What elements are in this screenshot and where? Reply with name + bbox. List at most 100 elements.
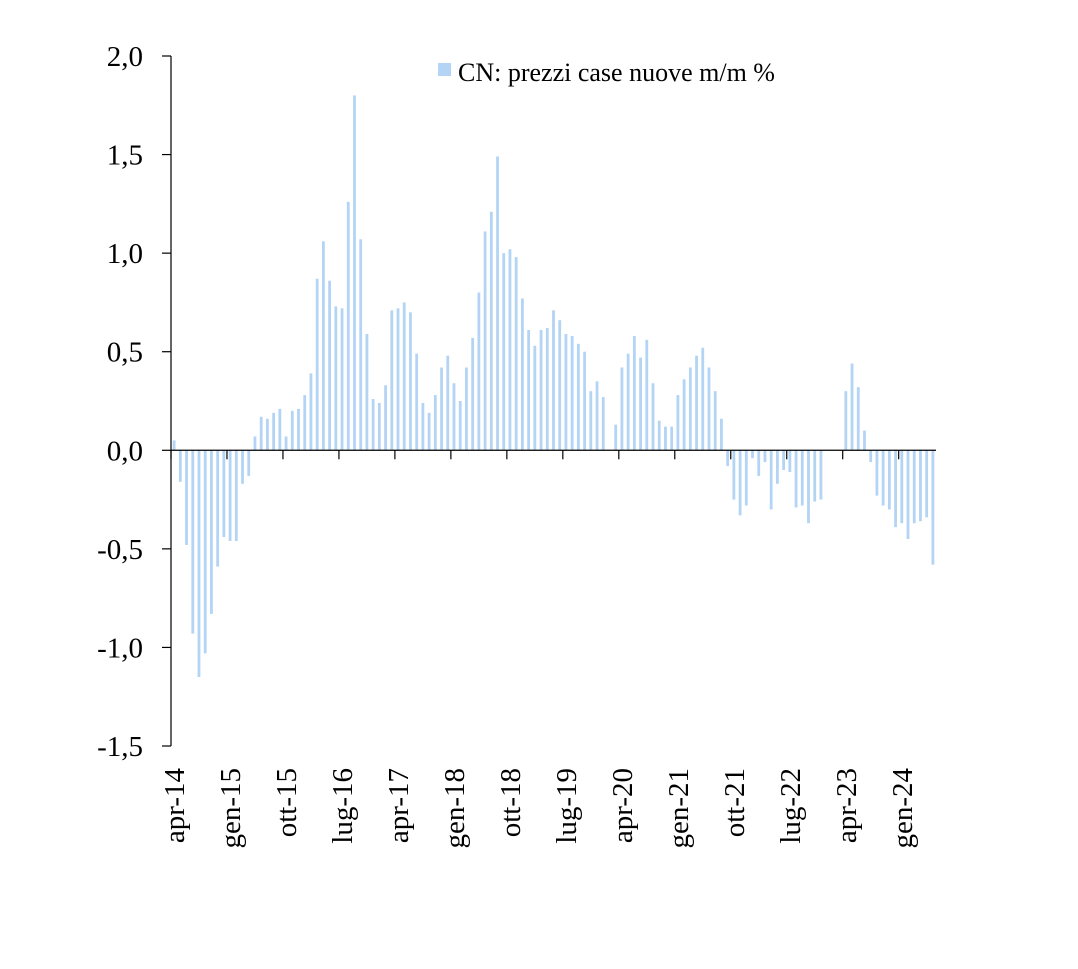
bar <box>589 391 593 451</box>
bar <box>570 335 574 451</box>
x-tick-label: apr-23 <box>831 768 863 843</box>
y-tick-label: -1,5 <box>97 731 143 763</box>
bar <box>222 450 226 538</box>
bar <box>502 253 506 451</box>
bar <box>483 231 487 451</box>
bar <box>776 450 779 484</box>
bar <box>819 450 823 500</box>
bar <box>713 391 717 451</box>
bar <box>508 249 512 451</box>
bar <box>744 450 748 506</box>
bar <box>931 450 935 565</box>
bar <box>887 450 891 510</box>
bar <box>645 339 649 451</box>
bar <box>489 211 493 451</box>
bar <box>228 450 232 541</box>
bar <box>328 280 331 451</box>
bar <box>769 450 773 510</box>
x-tick-label: lug-19 <box>551 768 583 844</box>
bar <box>875 450 879 496</box>
x-tick-label: lug-16 <box>327 768 359 844</box>
bar <box>346 201 350 451</box>
bar <box>272 412 276 451</box>
bar <box>390 310 394 451</box>
y-tick-label: -1,0 <box>97 632 143 664</box>
bar <box>496 156 499 451</box>
bar <box>552 310 555 451</box>
bar <box>614 424 618 451</box>
bar <box>284 436 288 451</box>
bar <box>651 383 655 451</box>
bar <box>856 387 860 451</box>
x-tick-label: lug-22 <box>775 768 807 844</box>
bar <box>278 408 282 451</box>
bar <box>321 241 325 451</box>
bar <box>564 333 568 451</box>
x-tick-label: gen-21 <box>663 768 695 849</box>
x-tick-label: gen-15 <box>215 768 247 849</box>
bar <box>863 430 866 451</box>
bar <box>191 450 195 634</box>
bar <box>421 402 425 451</box>
bar <box>620 367 624 451</box>
x-tick-label: apr-14 <box>159 768 191 844</box>
bar <box>583 351 586 451</box>
bar <box>172 440 176 451</box>
bar <box>682 379 686 451</box>
bar <box>657 420 661 451</box>
y-tick-label: 1,0 <box>107 238 143 270</box>
bar <box>415 353 419 451</box>
legend-label: CN: prezzi case nuove m/m % <box>458 58 775 87</box>
bar <box>595 381 599 451</box>
bar <box>925 450 929 518</box>
bar <box>353 95 356 451</box>
legend: CN: prezzi case nuove m/m % <box>438 58 775 87</box>
bar <box>676 395 680 451</box>
y-tick-label: 2,0 <box>107 41 143 73</box>
bar <box>185 450 188 545</box>
bar <box>732 450 736 500</box>
bar <box>452 383 456 451</box>
bar <box>334 306 338 451</box>
bar <box>259 416 263 451</box>
bar <box>303 395 307 451</box>
bar <box>670 426 674 451</box>
bar <box>782 450 786 470</box>
bar <box>763 450 767 463</box>
bar <box>720 418 723 451</box>
y-tick-label: 0,5 <box>107 337 143 369</box>
bar <box>440 367 443 451</box>
bar <box>757 450 761 476</box>
bar <box>545 328 549 451</box>
x-tick-label: ott-18 <box>495 768 527 837</box>
bar <box>900 450 904 524</box>
bar <box>726 450 730 467</box>
bar <box>906 450 910 539</box>
bar <box>197 450 201 677</box>
bar <box>234 450 238 541</box>
x-tick-label: gen-24 <box>887 768 919 849</box>
bar <box>247 450 251 476</box>
bar <box>266 418 269 451</box>
bar <box>290 410 294 451</box>
x-tick-label: gen-18 <box>439 768 471 849</box>
x-tick-label: ott-15 <box>271 768 303 837</box>
bar <box>807 450 810 524</box>
bar <box>210 450 213 614</box>
bar <box>869 450 873 463</box>
y-tick-label: -0,5 <box>97 534 143 566</box>
bar <box>521 298 524 451</box>
x-tick-label: ott-21 <box>719 768 751 837</box>
bar <box>894 450 897 528</box>
bar <box>446 355 450 451</box>
y-ticks-group: -1,5 -1,0 -0,5 0,0 0,5 1,0 1,5 2,0 <box>97 41 171 763</box>
bar <box>707 367 711 451</box>
legend-swatch <box>438 63 451 76</box>
bar <box>477 292 481 451</box>
bar <box>919 450 922 522</box>
y-tick-label: 0,0 <box>107 435 143 467</box>
bar <box>632 335 636 451</box>
x-tick-label: apr-17 <box>383 768 415 843</box>
bar <box>576 343 580 451</box>
bar <box>533 345 537 451</box>
